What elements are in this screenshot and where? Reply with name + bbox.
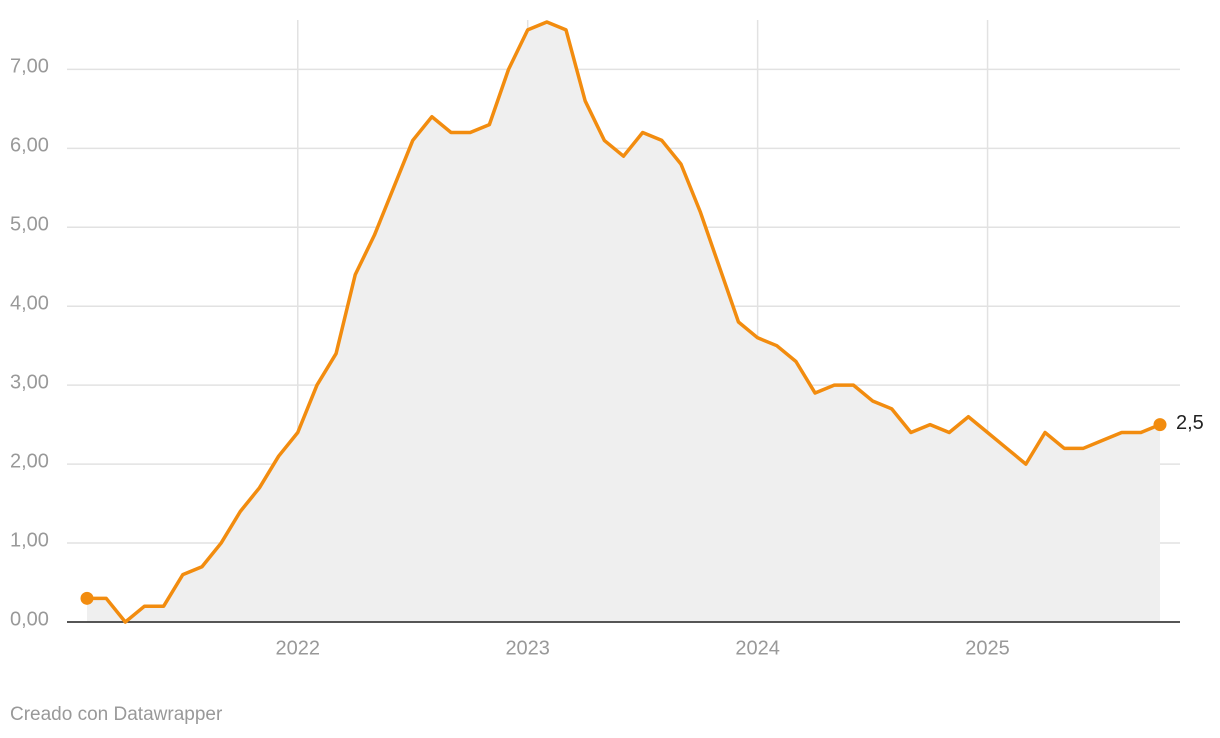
y-tick-label: 0,00 bbox=[10, 608, 49, 630]
x-tick-label: 2025 bbox=[965, 637, 1010, 659]
y-tick-label: 5,00 bbox=[10, 214, 49, 236]
x-tick-label: 2024 bbox=[735, 637, 780, 659]
y-tick-label: 2,00 bbox=[10, 450, 49, 472]
end-dot bbox=[1153, 418, 1167, 432]
y-tick-label: 3,00 bbox=[10, 371, 49, 393]
footer: Creado con Datawrapper bbox=[10, 704, 223, 725]
line bbox=[87, 20, 1161, 624]
y-tick-label: 7,00 bbox=[10, 56, 49, 78]
value-label: 2,5 bbox=[1176, 412, 1204, 434]
x-tick-label: 2023 bbox=[505, 637, 550, 659]
end-dot bbox=[80, 591, 94, 605]
y-tick-label: 6,00 bbox=[10, 135, 49, 157]
x-tick-label: 2022 bbox=[276, 637, 321, 659]
y-tick-label: 1,00 bbox=[10, 529, 49, 551]
y-tick-label: 4,00 bbox=[10, 292, 49, 314]
area bbox=[87, 22, 1160, 622]
